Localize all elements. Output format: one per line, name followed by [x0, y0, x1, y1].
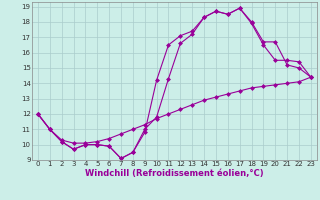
X-axis label: Windchill (Refroidissement éolien,°C): Windchill (Refroidissement éolien,°C) [85, 169, 264, 178]
